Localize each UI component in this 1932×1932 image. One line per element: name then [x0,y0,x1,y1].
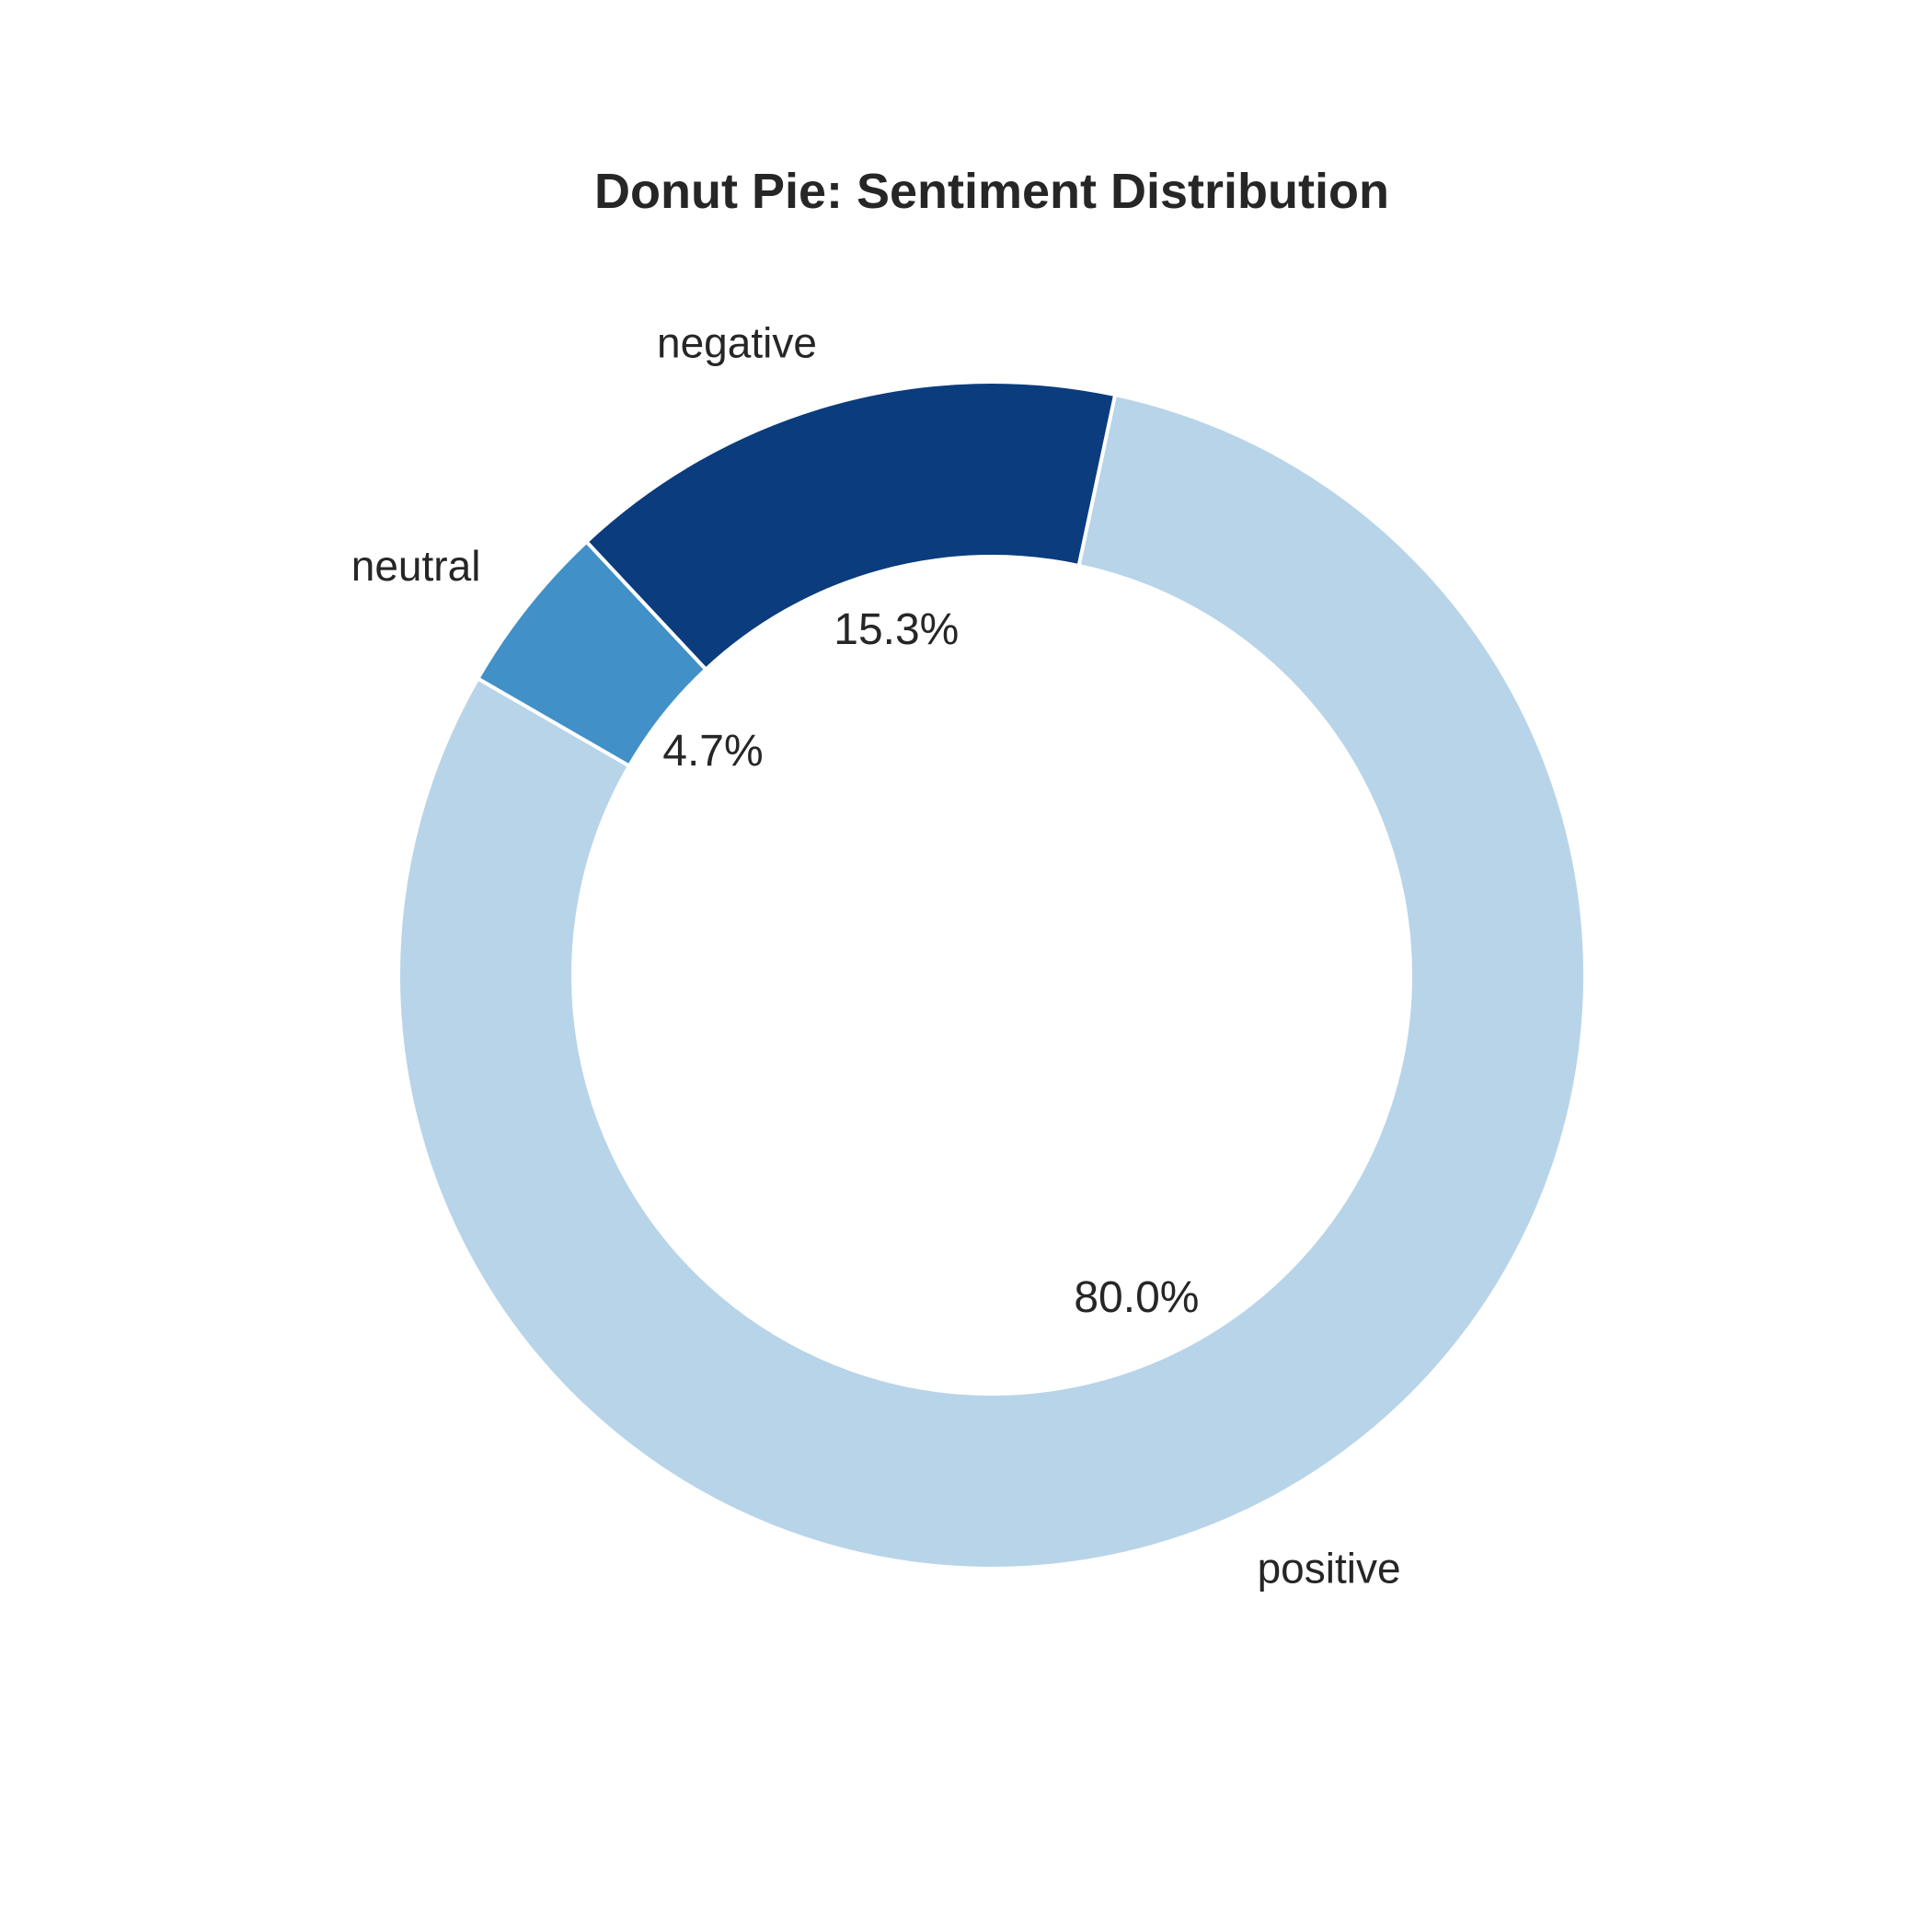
labels-group: positive 80.0% negative 15.3% neutral 4.7% [351,319,1401,1593]
slice-label-negative: negative [657,319,817,367]
value-label-positive: 80.0% [1074,1273,1199,1322]
pie-slice-neutral [476,539,708,768]
pie-slice-negative [584,380,1118,672]
chart-title: Donut Pie: Sentiment Distribution [594,164,1389,219]
slice-label-neutral: neutral [351,542,481,590]
slices-group [397,380,1587,1570]
pie-slice-positive [397,393,1587,1570]
value-label-neutral: 4.7% [662,727,763,776]
slice-label-positive: positive [1258,1544,1401,1592]
value-label-negative: 15.3% [834,605,959,654]
